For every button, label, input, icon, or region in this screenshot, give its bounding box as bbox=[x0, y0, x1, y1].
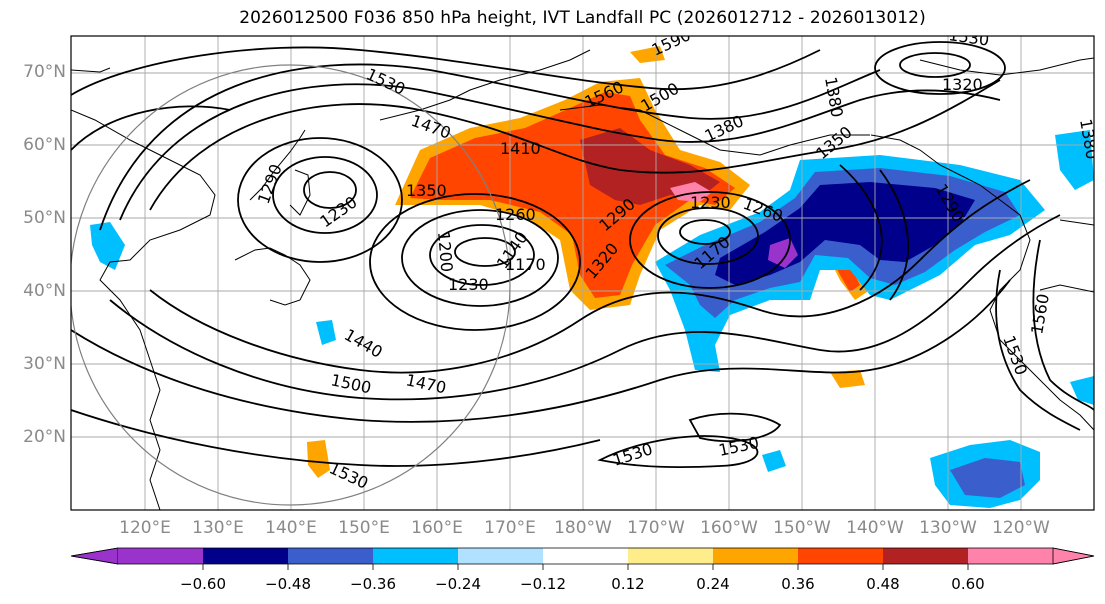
lon-label: 120°W bbox=[992, 518, 1050, 538]
negative-ivt-patch-west-2 bbox=[316, 320, 336, 345]
lat-label: 60°N bbox=[23, 135, 66, 155]
lon-label: 140°E bbox=[265, 518, 317, 538]
lat-label: 50°N bbox=[23, 208, 66, 228]
negative-ivt-patch-south-2 bbox=[1070, 376, 1094, 405]
negative-ivt-patch-southeast-core bbox=[950, 458, 1025, 498]
lon-label: 160°E bbox=[411, 518, 463, 538]
colorbar-segment bbox=[713, 548, 798, 564]
lon-label: 120°E bbox=[119, 518, 171, 538]
contour-label: 1320 bbox=[942, 75, 983, 94]
contour-label: 1560 bbox=[840, 7, 881, 26]
contour-label: 1260 bbox=[495, 205, 536, 224]
lon-label: 150°W bbox=[773, 518, 831, 538]
lon-label: 140°W bbox=[846, 518, 904, 538]
colorbar-segment bbox=[968, 548, 1053, 564]
positive-ivt-patch-south bbox=[830, 370, 865, 388]
colorbar-tick-label: −0.36 bbox=[350, 575, 396, 593]
range-ring bbox=[71, 64, 511, 506]
negative-ivt-patch-south-1 bbox=[762, 450, 786, 472]
contour-label: 1350 bbox=[406, 181, 447, 200]
colorbar-tick-label: −0.48 bbox=[265, 575, 311, 593]
lon-label: 150°E bbox=[338, 518, 390, 538]
colorbar-segment bbox=[798, 548, 883, 564]
graticule bbox=[71, 36, 1094, 510]
lon-label: 130°W bbox=[919, 518, 977, 538]
positive-ivt-patch-west bbox=[307, 440, 330, 478]
lat-label: 70°N bbox=[23, 62, 66, 82]
colorbar-segment bbox=[118, 548, 203, 564]
contour-label: 1230 bbox=[448, 275, 489, 294]
colorbar-tick-label: −0.24 bbox=[435, 575, 481, 593]
positive-ivt-core bbox=[410, 92, 735, 298]
positive-ivt-peak bbox=[670, 182, 712, 202]
colorbar-segment bbox=[458, 548, 543, 564]
colorbar-segment bbox=[628, 548, 713, 564]
contour-label: 1410 bbox=[500, 139, 541, 158]
colorbar-segment bbox=[883, 548, 968, 564]
colorbar-tick-label: −0.60 bbox=[180, 575, 226, 593]
lon-label: 180°W bbox=[554, 518, 612, 538]
colorbar-segment bbox=[288, 548, 373, 564]
negative-ivt-patch-west-1 bbox=[90, 222, 125, 270]
height-contours bbox=[71, 41, 1094, 468]
lon-label: 170°E bbox=[484, 518, 536, 538]
colorbar-segment bbox=[70, 547, 119, 565]
colorbar-segment bbox=[373, 548, 458, 564]
lon-label: 160°W bbox=[700, 518, 758, 538]
colorbar-segment bbox=[203, 548, 288, 564]
colorbar-tick-label: 0.60 bbox=[951, 575, 985, 593]
colorbar-tick-label: 0.36 bbox=[781, 575, 815, 593]
contour-label: 1200 bbox=[434, 231, 456, 273]
colorbar-tick-label: −0.12 bbox=[520, 575, 566, 593]
lat-label: 30°N bbox=[23, 354, 66, 374]
contour-label: 1170 bbox=[505, 255, 546, 274]
colorbar-tick-label: 0.48 bbox=[866, 575, 900, 593]
lon-label: 170°W bbox=[627, 518, 685, 538]
colorbar-segment bbox=[543, 548, 628, 564]
colorbar-tick-label: 0.12 bbox=[611, 575, 645, 593]
colorbar bbox=[70, 547, 1095, 570]
lon-label: 130°E bbox=[192, 518, 244, 538]
colorbar-tick-label: 0.24 bbox=[696, 575, 730, 593]
map-title: 2026012500 F036 850 hPa height, IVT Land… bbox=[239, 8, 926, 28]
colorbar-segment bbox=[1052, 547, 1095, 565]
lat-label: 20°N bbox=[23, 427, 66, 447]
map-frame bbox=[70, 35, 1095, 511]
colorbar-outline bbox=[70, 547, 1095, 565]
negative-ivt-peak bbox=[768, 238, 798, 268]
lat-label: 40°N bbox=[23, 281, 66, 301]
contour-label: 1230 bbox=[690, 193, 731, 212]
